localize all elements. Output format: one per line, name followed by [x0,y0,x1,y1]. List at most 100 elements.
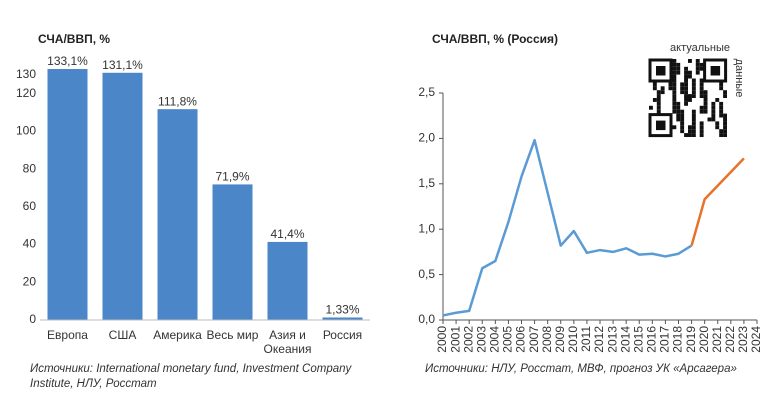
value-label: 111,8% [158,94,197,108]
qr-cell [672,78,677,83]
qr-cell [680,125,685,130]
qr-cell [656,94,661,98]
qr-cell [684,66,688,71]
x-tick-label: 2005 [501,326,515,353]
qr-cell [703,101,708,106]
qr-cell [691,86,696,91]
x-tick-label: 2024 [749,326,763,353]
x-tick-label: 2021 [710,326,724,353]
qr-cell [684,101,688,106]
x-tick-label: 2009 [553,326,567,353]
qr-cell [672,125,677,130]
x-tick-label: 2010 [566,326,580,353]
qr-cell [688,70,692,75]
qr-cell [699,121,704,126]
qr-cell [652,98,657,102]
qr-cell [703,98,708,102]
qr-cell [656,90,661,95]
qr-cell [699,133,704,137]
qr-cell [699,82,704,87]
qr-cell [688,129,692,134]
value-label: 41,4% [270,227,304,241]
x-tick-label: Весь мир [206,328,259,342]
qr-cell [676,109,681,114]
qr-cell [703,94,708,98]
qr-cell [719,86,724,91]
value-label: 131,1% [102,58,143,72]
qr-cell [672,109,677,114]
qr-cell [656,101,661,106]
qr-cell [699,62,704,67]
x-tick-label: 2020 [697,326,711,353]
qr-cell [656,109,661,114]
qr-cell [676,105,681,110]
y-tick-label: 80 [23,161,37,175]
x-tick-label: 2011 [579,326,593,352]
value-label: 1,33% [325,303,359,317]
qr-finder [648,58,673,83]
x-tick-label: Россия [322,328,363,342]
qr-cell [699,66,704,71]
qr-cell [672,74,677,79]
qr-cell [711,113,716,118]
y-tick-label: 20 [23,274,37,288]
x-tick-label: США [108,328,137,342]
qr-cell [688,74,692,79]
qr-finder [710,66,721,76]
qr-cell [699,129,704,134]
qr-cell [719,82,724,87]
bar [102,72,143,320]
qr-cell [672,98,677,102]
value-label: 133,1% [47,54,88,68]
qr-cell [699,90,704,95]
qr-cell [688,98,692,102]
bar [322,317,363,320]
qr-caption: данные [733,59,745,98]
qr-cell [723,94,727,98]
qr-cell [723,113,727,118]
qr-cell [672,94,677,98]
y-tick-label: 100 [16,124,36,138]
source-note: Источники: International monetary fund, … [30,363,352,390]
x-tick-label: 2017 [658,326,672,353]
qr-cell [723,129,727,134]
qr-cell [680,109,685,114]
series-line [690,157,745,246]
qr-cell [719,129,724,134]
qr-cell [703,109,708,114]
qr-cell [684,74,688,79]
qr-finder [648,113,673,138]
bar [47,69,88,320]
qr-cell [672,82,677,87]
qr-cell [691,90,696,95]
y-tick-label: 40 [23,237,37,251]
x-tick-label: Америка [153,328,202,342]
x-tick-label: 2006 [514,326,528,353]
qr-cell [723,121,727,126]
qr-cell [711,105,716,110]
qr-cell [672,101,677,106]
x-tick-label: 2023 [736,326,750,353]
qr-cell [723,125,727,130]
qr-cell [649,105,653,110]
x-tick-label: 2019 [684,326,698,353]
qr-cell [719,101,724,106]
qr-cell [699,78,704,83]
x-tick-label: Европа [47,328,88,342]
qr-cell [711,109,716,114]
qr-cell [695,70,700,75]
x-tick-label: 2022 [723,326,737,353]
x-tick-label: Азия и Океания [263,328,312,356]
qr-cell [676,66,681,71]
qr-cell [652,86,657,91]
qr-cell [672,59,677,63]
y-tick-label: 2,5 [418,85,435,99]
qr-cell [688,59,692,63]
qr-finder [703,58,728,83]
qr-cell [719,133,724,137]
qr-cell [715,98,720,102]
qr-cell [715,125,720,130]
x-tick-label: 2002 [461,326,475,353]
chart-title: СЧА/ВВП, % [38,32,110,46]
